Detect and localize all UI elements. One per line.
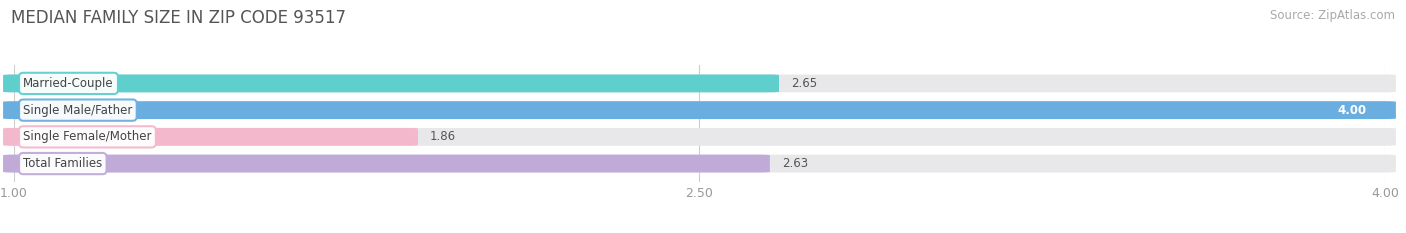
Text: MEDIAN FAMILY SIZE IN ZIP CODE 93517: MEDIAN FAMILY SIZE IN ZIP CODE 93517 xyxy=(11,9,346,27)
FancyBboxPatch shape xyxy=(3,75,1396,92)
Text: Single Female/Mother: Single Female/Mother xyxy=(24,130,152,143)
FancyBboxPatch shape xyxy=(3,155,770,172)
FancyBboxPatch shape xyxy=(3,101,1396,119)
Text: 2.63: 2.63 xyxy=(782,157,808,170)
Text: Married-Couple: Married-Couple xyxy=(24,77,114,90)
FancyBboxPatch shape xyxy=(3,101,1396,119)
FancyBboxPatch shape xyxy=(3,75,779,92)
FancyBboxPatch shape xyxy=(3,128,1396,146)
Text: Source: ZipAtlas.com: Source: ZipAtlas.com xyxy=(1270,9,1395,22)
Text: 4.00: 4.00 xyxy=(1337,104,1367,117)
Text: 1.86: 1.86 xyxy=(430,130,456,143)
Text: Single Male/Father: Single Male/Father xyxy=(24,104,132,117)
FancyBboxPatch shape xyxy=(3,128,418,146)
Text: Total Families: Total Families xyxy=(24,157,103,170)
Text: 2.65: 2.65 xyxy=(790,77,817,90)
FancyBboxPatch shape xyxy=(3,155,1396,172)
